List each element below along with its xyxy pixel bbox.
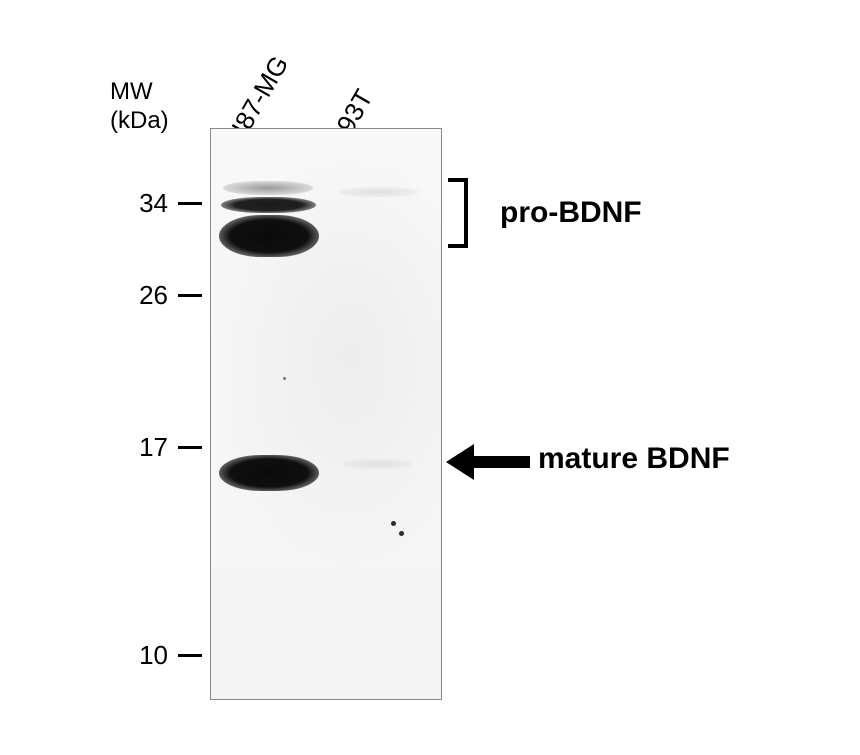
artifact-spot — [283, 377, 286, 380]
mature-bdnf-label: mature BDNF — [538, 442, 730, 476]
blot-membrane — [210, 128, 442, 700]
mature-bdnf-label-text: mature BDNF — [538, 442, 730, 475]
figure-container: MW (kDa) 34 26 17 10 U87-MG 293T — [0, 0, 860, 755]
mature-bdnf-arrow — [446, 444, 530, 480]
mw-text-line2: (kDa) — [110, 107, 169, 134]
probdnf-bracket-top — [448, 178, 464, 182]
arrow-shaft — [474, 456, 530, 468]
mw-marker-label: 10 — [139, 640, 168, 670]
probdnf-bracket — [460, 178, 468, 248]
mw-marker-34: 34 — [118, 188, 168, 219]
band-probdnf-upper — [221, 197, 316, 213]
band-293t-probdnf-faint — [339, 187, 419, 197]
mw-tick-26 — [178, 294, 202, 297]
mw-marker-26: 26 — [118, 280, 168, 311]
band-293t-mature-faint — [343, 459, 413, 469]
blot-background-noise — [211, 129, 441, 699]
mw-tick-10 — [178, 654, 202, 657]
arrow-head-icon — [446, 444, 474, 480]
probdnf-bracket-bot — [448, 244, 464, 248]
band-probdnf-main — [219, 215, 319, 257]
probdnf-label: pro-BDNF — [500, 196, 642, 230]
mw-axis-label: MW (kDa) — [110, 78, 169, 136]
band-mature-bdnf — [219, 455, 319, 491]
mw-tick-17 — [178, 446, 202, 449]
probdnf-label-text: pro-BDNF — [500, 196, 642, 229]
mw-marker-10: 10 — [118, 640, 168, 671]
mw-marker-label: 26 — [139, 280, 168, 310]
artifact-spot — [399, 531, 404, 536]
mw-marker-17: 17 — [118, 432, 168, 463]
mw-marker-label: 34 — [139, 188, 168, 218]
artifact-spot — [391, 521, 396, 526]
blot-inner — [211, 129, 441, 699]
mw-tick-34 — [178, 202, 202, 205]
band-probdnf-faint-top — [223, 181, 313, 195]
mw-text-line1: MW — [110, 78, 153, 105]
mw-marker-label: 17 — [139, 432, 168, 462]
